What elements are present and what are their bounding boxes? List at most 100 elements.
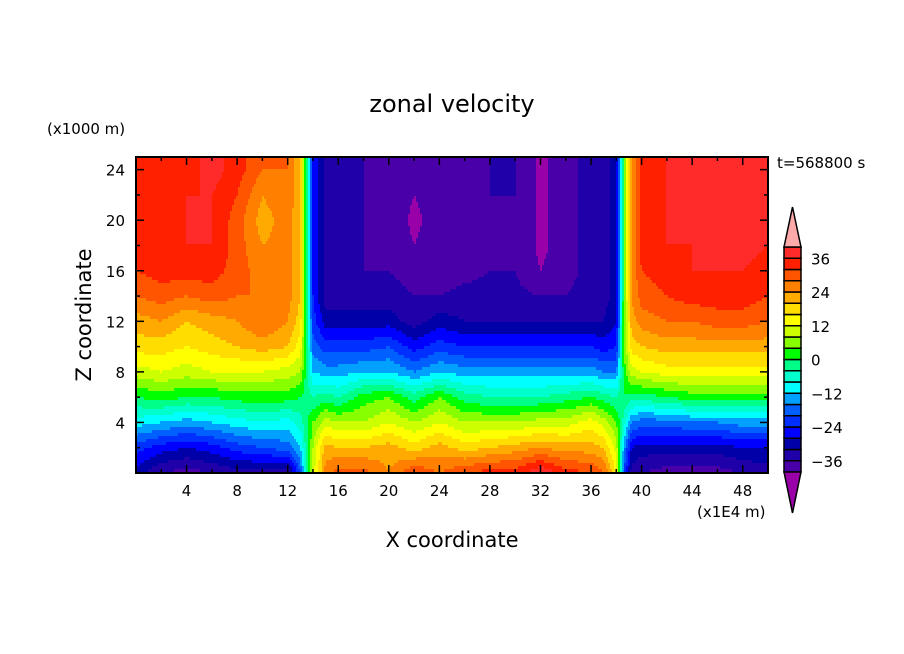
contour-cell xyxy=(136,370,161,374)
contour-cell xyxy=(618,325,621,329)
contour-cell xyxy=(610,298,617,302)
contour-cell xyxy=(300,160,303,164)
contour-cell xyxy=(618,451,621,455)
contour-cell xyxy=(536,178,549,182)
contour-cell xyxy=(274,217,293,221)
contour-cell xyxy=(268,238,293,242)
contour-cell xyxy=(304,424,309,428)
contour-cell xyxy=(306,337,309,341)
contour-cell xyxy=(300,262,303,266)
contour-cell xyxy=(628,223,631,227)
contour-cell xyxy=(604,316,617,320)
contour-cell xyxy=(618,466,621,470)
contour-cell xyxy=(304,292,307,296)
contour-cell xyxy=(304,229,307,233)
contour-cell xyxy=(136,256,229,260)
contour-cell xyxy=(638,412,655,416)
contour-cell xyxy=(624,460,627,464)
contour-cell xyxy=(222,175,243,179)
contour-cell xyxy=(292,208,301,212)
contour-cell xyxy=(374,400,395,404)
contour-cell xyxy=(318,469,323,473)
contour-cell xyxy=(136,301,157,305)
contour-cell xyxy=(462,283,521,287)
contour-cell xyxy=(136,286,251,290)
contour-cell xyxy=(312,301,315,305)
contour-cell xyxy=(308,355,311,359)
contour-cell xyxy=(222,430,291,434)
contour-cell xyxy=(310,286,313,290)
contour-cell xyxy=(628,319,631,323)
contour-cell xyxy=(682,427,769,431)
contour-cell xyxy=(302,418,309,422)
contour-cell xyxy=(422,223,537,227)
contour-cell xyxy=(296,316,303,320)
contour-cell xyxy=(136,448,145,452)
contour-cell xyxy=(640,193,667,197)
contour-cell xyxy=(318,427,325,431)
contour-cell xyxy=(638,295,669,299)
contour-cell xyxy=(626,319,629,323)
contour-cell xyxy=(482,469,531,473)
contour-cell xyxy=(626,373,631,377)
contour-cell xyxy=(308,175,311,179)
contour-cell xyxy=(536,196,549,200)
contour-cell xyxy=(324,283,403,287)
contour-cell xyxy=(318,220,325,224)
contour-cell xyxy=(660,373,769,377)
contour-cell xyxy=(416,370,603,374)
contour-cell xyxy=(520,283,575,287)
contour-cell xyxy=(636,160,641,164)
contour-cell xyxy=(622,436,625,440)
contour-cell xyxy=(228,247,247,251)
contour-cell xyxy=(578,226,611,230)
contour-cell xyxy=(610,256,617,260)
contour-cell xyxy=(464,400,565,404)
contour-cell xyxy=(620,280,623,284)
contour-cell xyxy=(190,403,321,407)
contour-cell xyxy=(624,433,627,437)
contour-cell xyxy=(290,340,299,344)
contour-cell xyxy=(622,370,625,374)
contour-cell xyxy=(310,187,313,191)
contour-cell xyxy=(310,238,313,242)
contour-cell xyxy=(614,346,619,350)
contour-cell xyxy=(310,211,313,215)
contour-cell xyxy=(626,421,629,425)
contour-cell xyxy=(136,292,251,296)
contour-cell xyxy=(190,322,241,326)
contour-cell xyxy=(614,448,619,452)
contour-cell xyxy=(160,370,163,374)
contour-cell xyxy=(628,445,631,449)
contour-cell xyxy=(632,157,637,161)
contour-cell xyxy=(490,157,517,161)
contour-cell xyxy=(516,160,537,164)
contour-cell xyxy=(136,385,297,389)
contour-cell xyxy=(626,160,629,164)
contour-cell xyxy=(630,175,633,179)
contour-cell xyxy=(292,280,301,284)
contour-cell xyxy=(622,178,625,182)
contour-cell xyxy=(318,292,325,296)
contour-cell xyxy=(662,289,769,293)
contour-cell xyxy=(638,457,737,461)
contour-cell xyxy=(618,163,621,167)
contour-cell xyxy=(578,265,611,269)
contour-cell xyxy=(750,262,769,266)
contour-cell xyxy=(624,187,627,191)
contour-cell xyxy=(438,361,445,365)
contour-cell xyxy=(318,208,325,212)
colorbar-label: −36 xyxy=(811,453,843,471)
contour-cell xyxy=(300,370,303,374)
contour-cell xyxy=(622,205,625,209)
contour-cell xyxy=(302,325,305,329)
contour-cell xyxy=(312,394,317,398)
contour-cell xyxy=(416,325,615,329)
contour-cell xyxy=(320,328,397,332)
contour-cell xyxy=(632,277,637,281)
contour-cell xyxy=(520,442,595,446)
contour-cell xyxy=(408,214,423,218)
contour-cell xyxy=(408,346,425,350)
contour-cell xyxy=(626,235,629,239)
contour-cell xyxy=(308,169,311,173)
